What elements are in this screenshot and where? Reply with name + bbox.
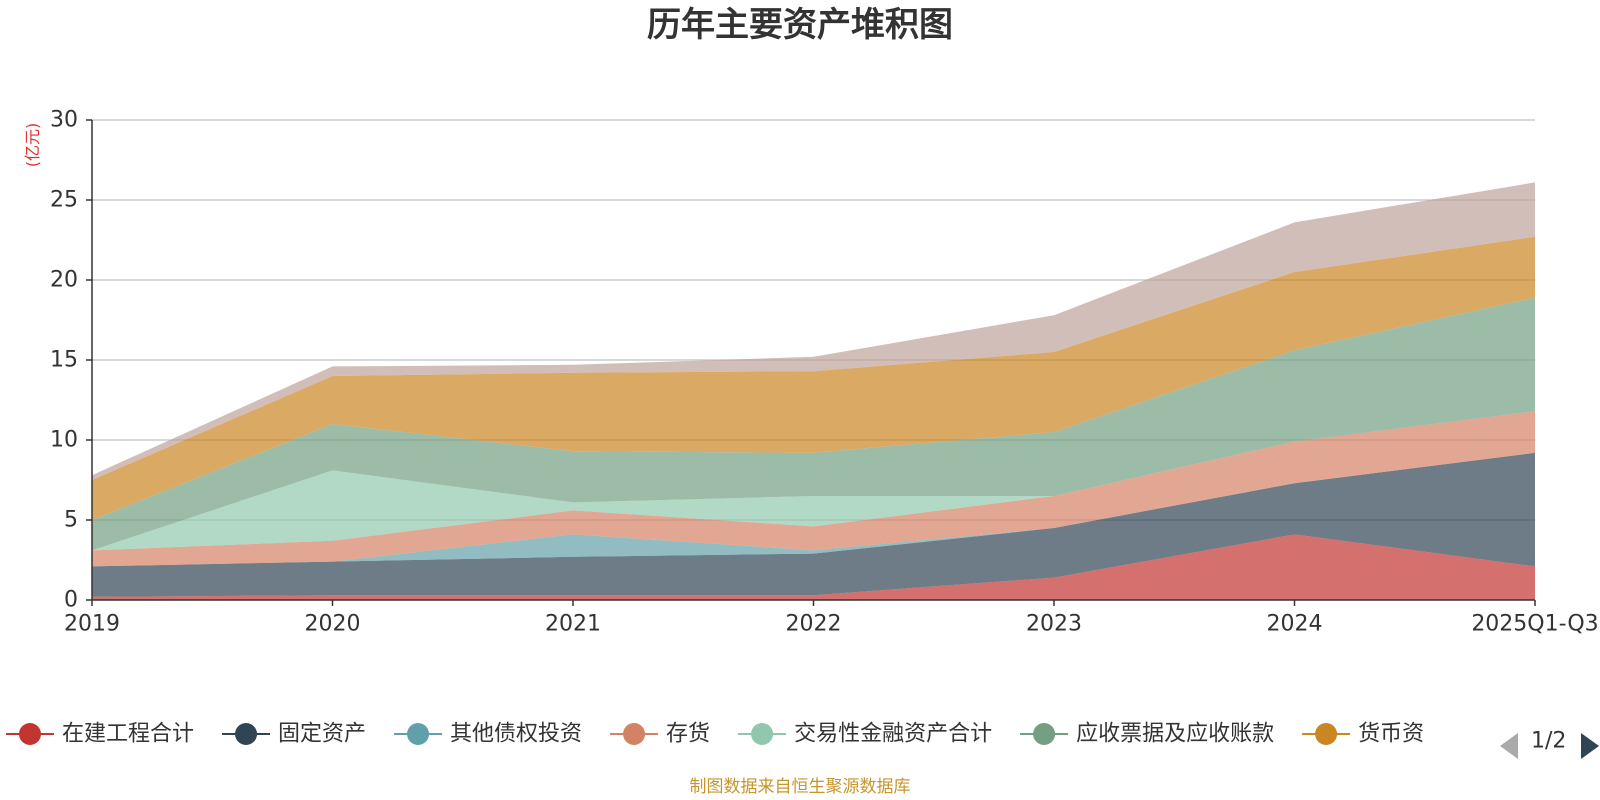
legend-marker-icon — [623, 723, 646, 745]
chart-title: 历年主要资产堆积图 — [647, 5, 953, 45]
x-tick-label: 2025Q1-Q3 — [1471, 612, 1598, 637]
y-axis-unit-label: (亿元) — [23, 123, 42, 168]
y-tick-label: 5 — [64, 508, 78, 533]
y-tick-label: 15 — [50, 348, 78, 373]
area-4 — [92, 411, 1535, 551]
legend-item[interactable]: 其他债权投资 — [394, 722, 582, 747]
legend-label: 其他债权投资 — [450, 722, 582, 747]
legend-marker-icon — [751, 723, 774, 745]
legend-label: 货币资 — [1358, 722, 1424, 747]
legend-item[interactable]: 存货 — [610, 722, 710, 747]
x-tick-label: 2019 — [64, 612, 120, 637]
x-tick-label: 2021 — [545, 612, 601, 637]
y-tick-label: 20 — [50, 268, 78, 293]
y-axis-ticks: 0 5 10 15 20 25 30 — [50, 108, 92, 613]
x-axis-ticks: 2019 2020 2021 2022 2023 2024 2025Q1-Q3 — [64, 600, 1599, 637]
area-0 — [92, 534, 1535, 600]
y-tick-label: 10 — [50, 428, 78, 453]
y-tick-label: 30 — [50, 108, 78, 133]
y-tick-label: 25 — [50, 188, 78, 213]
legend-item[interactable]: 交易性金融资产合计 — [738, 722, 992, 747]
legend-label: 在建工程合计 — [62, 722, 194, 747]
legend-page-indicator: 1/2 — [1531, 729, 1566, 754]
legend-label: 存货 — [666, 722, 710, 747]
area-6 — [92, 236, 1535, 521]
area-7 — [92, 182, 1535, 480]
area-3 — [92, 411, 1535, 567]
legend-label: 应收票据及应收账款 — [1076, 722, 1274, 747]
legend-item[interactable]: 固定资产 — [222, 722, 366, 747]
x-tick-label: 2024 — [1267, 612, 1323, 637]
x-tick-label: 2020 — [305, 612, 361, 637]
data-source-note: 制图数据来自恒生聚源数据库 — [690, 777, 911, 797]
legend-item[interactable]: 货币资 — [1302, 722, 1424, 747]
x-tick-label: 2022 — [786, 612, 842, 637]
legend-label: 交易性金融资产合计 — [794, 722, 992, 747]
legend-marker-icon — [235, 723, 258, 745]
legend-marker-icon — [1315, 723, 1338, 745]
legend-marker-icon — [19, 723, 41, 745]
area-1 — [92, 452, 1535, 597]
area-5 — [92, 297, 1535, 551]
legend-marker-icon — [407, 723, 430, 745]
legend-label: 固定资产 — [278, 722, 366, 747]
legend-next-icon[interactable] — [1581, 733, 1599, 759]
legend-prev-icon[interactable] — [1500, 733, 1518, 759]
legend-item[interactable]: 应收票据及应收账款 — [1020, 722, 1274, 747]
area-series — [92, 182, 1535, 600]
y-tick-label: 0 — [64, 588, 78, 613]
x-tick-label: 2023 — [1026, 612, 1082, 637]
legend-pager: 1/2 — [1500, 729, 1599, 759]
legend-item[interactable]: 在建工程合计 — [6, 722, 194, 747]
legend: 在建工程合计 固定资产 其他债权投资 存货 交易性金融资产合计 应收票据及应收账款 货币资 — [6, 722, 1424, 747]
legend-marker-icon — [1033, 723, 1056, 745]
